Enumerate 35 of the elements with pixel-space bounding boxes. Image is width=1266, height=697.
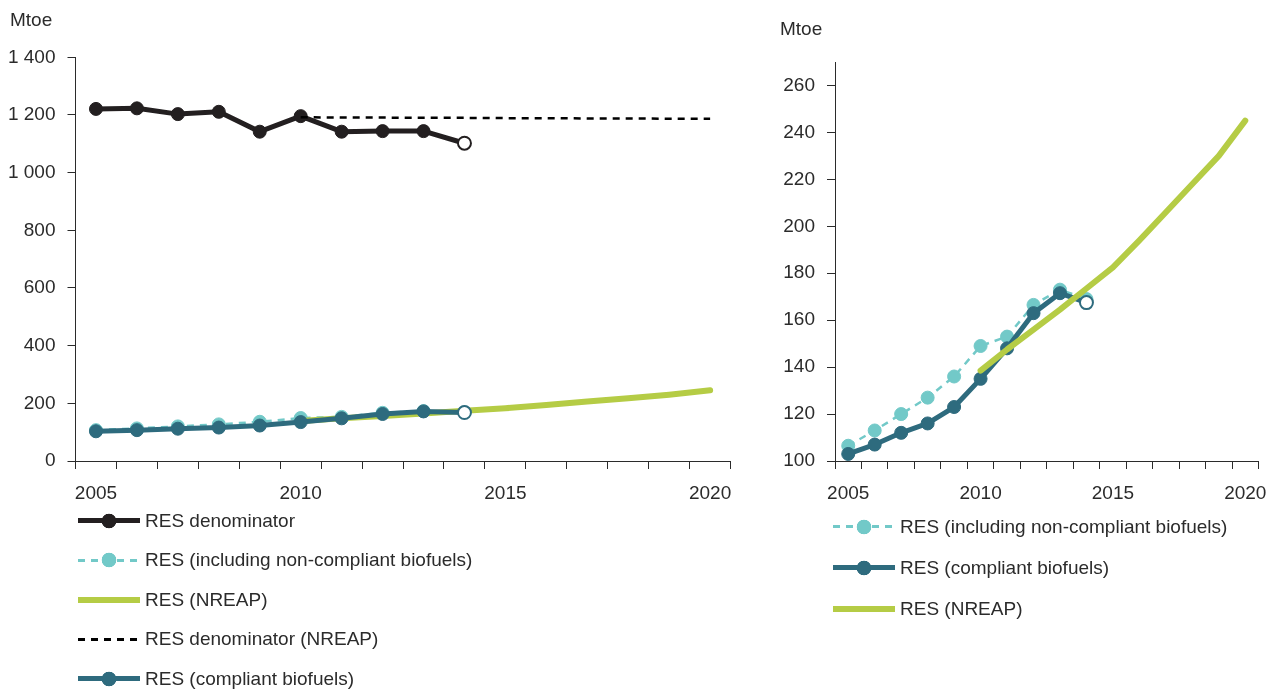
- x-tick-label: 2005: [74, 481, 118, 503]
- y-tick-label: 400: [23, 333, 56, 355]
- y-tick-label: 1 200: [7, 103, 56, 125]
- legend-label: RES (NREAP): [900, 597, 1023, 620]
- x-tick-label: 2010: [279, 481, 322, 503]
- y-tick-label: 140: [783, 355, 815, 377]
- y-tick-label: 200: [783, 214, 815, 236]
- x-tick-label: 2005: [827, 481, 870, 503]
- y-axis-title: Mtoe: [780, 18, 823, 40]
- y-tick-label: 1 000: [7, 160, 56, 182]
- x-tick-label: 2015: [484, 481, 527, 503]
- x-tick-label: 2015: [1091, 481, 1135, 503]
- y-tick-label: 1 400: [7, 45, 56, 67]
- x-tick-label: 2010: [959, 481, 1002, 503]
- x-tick-label: 2020: [1224, 481, 1266, 503]
- y-tick-label: 0: [44, 449, 56, 471]
- y-tick-label: 800: [23, 218, 56, 240]
- y-tick-label: 240: [783, 120, 815, 142]
- legend-label: RES (including non-compliant biofuels): [900, 515, 1228, 538]
- y-tick-label: 120: [783, 402, 815, 424]
- y-tick-label: 600: [23, 276, 56, 298]
- y-tick-label: 180: [783, 261, 815, 283]
- legend-label: RES denominator (NREAP): [145, 628, 379, 651]
- legend-label: RES (compliant biofuels): [145, 667, 355, 690]
- legend-label: RES denominator: [145, 509, 295, 532]
- legend-label: RES (NREAP): [145, 588, 268, 611]
- legend-label: RES (including non-compliant biofuels): [145, 549, 473, 572]
- y-axis-title: Mtoe: [10, 9, 53, 31]
- y-tick-label: 220: [783, 167, 815, 189]
- y-tick-label: 160: [783, 308, 815, 330]
- y-tick-label: 200: [23, 391, 56, 413]
- y-tick-label: 260: [783, 73, 815, 95]
- x-tick-label: 2020: [688, 481, 732, 503]
- legend-label: RES (compliant biofuels): [900, 556, 1110, 579]
- y-tick-label: 100: [783, 449, 815, 471]
